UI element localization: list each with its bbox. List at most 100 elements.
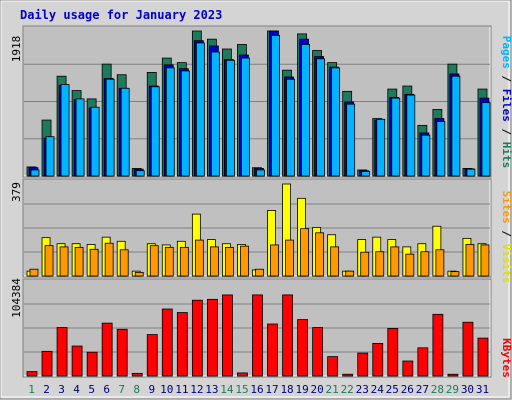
ymax-label-visits: 379 bbox=[10, 182, 23, 202]
svg-text:Sites / Visits: Sites / Visits bbox=[500, 191, 512, 284]
bar-pages-day-18 bbox=[286, 78, 295, 177]
x-tick-label-day-3: 3 bbox=[58, 383, 65, 396]
bar-kbytes-day-4 bbox=[71, 345, 83, 377]
x-tick-label-day-2: 2 bbox=[43, 383, 50, 396]
bar-pages-day-5 bbox=[90, 106, 100, 177]
legend-visits: Visits bbox=[500, 244, 512, 284]
x-axis-labels: 1 2 3 4 5 6 7 8 9 10 11 12 13 14 15 16 17 18 19 20 21 22 23 24 2… bbox=[28, 383, 489, 396]
bar-sites-day-17 bbox=[270, 244, 279, 277]
visits-sites-panel bbox=[22, 178, 492, 278]
bar-sites-day-7 bbox=[119, 249, 129, 277]
bar-sites-day-30 bbox=[465, 244, 475, 277]
bar-sites-day-14 bbox=[225, 246, 234, 277]
bar-pages-day-8 bbox=[135, 170, 145, 177]
bar-kbytes-day-26 bbox=[402, 360, 414, 377]
x-tick-label-day-11: 11 bbox=[175, 383, 188, 396]
bar-sites-day-9 bbox=[149, 245, 159, 277]
bar-kbytes-day-5 bbox=[86, 351, 98, 377]
bar-pages-day-14 bbox=[226, 59, 235, 177]
x-tick-label-day-29: 29 bbox=[446, 383, 459, 396]
x-tick-label-day-23: 23 bbox=[356, 383, 369, 396]
x-tick-label-day-16: 16 bbox=[250, 383, 263, 396]
legend-files: Files bbox=[500, 89, 512, 122]
bar-sites-day-26 bbox=[405, 253, 415, 277]
bar-kbytes-day-11 bbox=[176, 312, 188, 377]
legend-top: Pages / Files / Hits bbox=[500, 36, 512, 169]
x-tick-label-day-6: 6 bbox=[103, 383, 110, 396]
bar-pages-day-11 bbox=[180, 70, 190, 177]
bar-sites-day-21 bbox=[330, 246, 340, 277]
bar-pages-day-10 bbox=[165, 67, 175, 177]
legend-pages: Pages bbox=[500, 36, 512, 69]
legend-middle: Sites / Visits bbox=[500, 191, 512, 284]
bar-sites-day-24 bbox=[375, 251, 385, 277]
bar-kbytes-day-28 bbox=[432, 313, 444, 377]
bar-sites-day-13 bbox=[209, 246, 219, 277]
bar-pages-day-20 bbox=[316, 58, 326, 177]
x-tick-label-day-14: 14 bbox=[220, 383, 234, 396]
legend-sites: Sites bbox=[500, 191, 512, 224]
bar-kbytes-day-15 bbox=[237, 372, 248, 377]
x-tick-label-day-5: 5 bbox=[88, 383, 95, 396]
bar-sites-day-20 bbox=[315, 232, 325, 277]
bar-pages-day-22 bbox=[346, 103, 356, 177]
bar-sites-day-22 bbox=[345, 270, 355, 277]
bar-sites-day-5 bbox=[89, 248, 99, 277]
bar-pages-day-9 bbox=[150, 86, 160, 177]
x-tick-label-day-24: 24 bbox=[371, 383, 385, 396]
bar-kbytes-day-30 bbox=[462, 321, 474, 377]
bar-pages-day-17 bbox=[271, 34, 280, 177]
x-tick-label-day-15: 15 bbox=[235, 383, 248, 396]
bar-pages-day-3 bbox=[60, 84, 70, 177]
bar-kbytes-day-23 bbox=[357, 352, 369, 377]
bar-sites-day-28 bbox=[435, 249, 445, 277]
x-tick-label-day-20: 20 bbox=[311, 383, 324, 396]
bar-pages-day-31 bbox=[481, 102, 491, 177]
bar-kbytes-day-12 bbox=[191, 299, 203, 377]
bar-pages-day-12 bbox=[195, 42, 205, 177]
chart-title: Daily usage for January 2023 bbox=[20, 8, 222, 22]
x-tick-label-day-8: 8 bbox=[133, 383, 140, 396]
bar-kbytes-day-17 bbox=[267, 323, 278, 377]
bar-pages-day-2 bbox=[45, 136, 55, 177]
bar-sites-day-8 bbox=[134, 271, 144, 277]
bar-pages-day-26 bbox=[406, 94, 416, 177]
bar-kbytes-day-3 bbox=[56, 327, 68, 377]
bar-sites-day-10 bbox=[164, 246, 174, 277]
bar-pages-day-21 bbox=[331, 67, 341, 177]
x-tick-label-day-1: 1 bbox=[28, 383, 35, 396]
bar-sites-day-25 bbox=[390, 246, 400, 277]
x-tick-label-day-27: 27 bbox=[416, 383, 429, 396]
bar-pages-day-27 bbox=[421, 134, 431, 177]
bar-kbytes-day-25 bbox=[387, 328, 399, 377]
x-tick-label-day-10: 10 bbox=[160, 383, 173, 396]
bar-pages-day-25 bbox=[391, 97, 401, 177]
bar-pages-day-19 bbox=[301, 44, 310, 177]
ymax-label-hits: 1918 bbox=[10, 36, 23, 63]
bar-sites-day-23 bbox=[360, 251, 370, 277]
x-tick-label-day-17: 17 bbox=[265, 383, 278, 396]
bar-kbytes-day-22 bbox=[342, 373, 354, 377]
bar-pages-day-15 bbox=[241, 57, 250, 177]
bar-kbytes-day-21 bbox=[327, 356, 339, 377]
bar-pages-day-24 bbox=[376, 118, 386, 177]
bar-sites-day-1 bbox=[29, 268, 39, 277]
bar-kbytes-day-27 bbox=[417, 347, 429, 377]
legend-hits: Hits bbox=[500, 142, 512, 169]
bar-pages-day-28 bbox=[436, 121, 446, 177]
bar-kbytes-day-6 bbox=[101, 322, 113, 377]
bar-kbytes-day-18 bbox=[282, 294, 293, 377]
bar-kbytes-day-9 bbox=[146, 334, 158, 377]
bar-kbytes-day-31 bbox=[477, 337, 489, 377]
bar-sites-day-3 bbox=[59, 246, 69, 277]
x-tick-label-day-25: 25 bbox=[386, 383, 399, 396]
bar-pages-day-6 bbox=[105, 78, 115, 177]
bar-sites-day-12 bbox=[194, 239, 204, 277]
x-tick-label-day-30: 30 bbox=[461, 383, 474, 396]
x-tick-label-day-19: 19 bbox=[295, 383, 308, 396]
x-tick-label-day-13: 13 bbox=[205, 383, 218, 396]
x-tick-label-day-4: 4 bbox=[73, 383, 80, 396]
bar-sites-day-2 bbox=[44, 245, 54, 277]
